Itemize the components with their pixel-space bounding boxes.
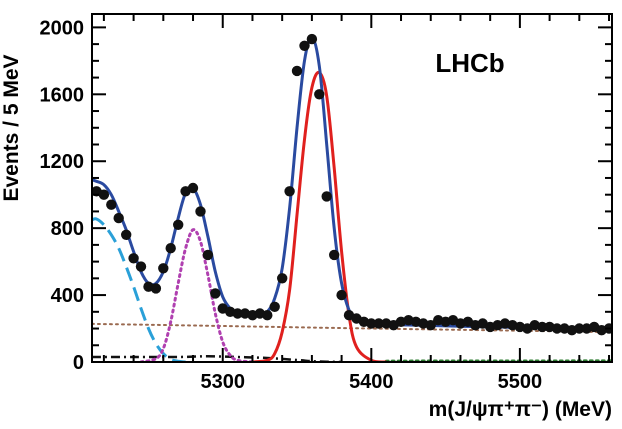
data-point <box>336 289 347 301</box>
data-point <box>158 263 169 274</box>
data-point <box>425 320 436 331</box>
data-point <box>210 288 221 299</box>
data-point <box>232 308 243 319</box>
series-combinatorial <box>92 322 612 334</box>
data-point <box>165 243 176 254</box>
data-point <box>187 182 199 194</box>
data-point <box>150 283 162 294</box>
data-point <box>98 189 110 200</box>
data-point <box>306 33 318 45</box>
data-point <box>551 323 563 334</box>
data-point <box>262 310 273 321</box>
axis-ticks: 5300 5400 5500 0 400 800 1200 1600 2000 <box>40 14 612 393</box>
data-point <box>299 40 310 51</box>
data-point <box>291 65 303 77</box>
data-point <box>537 321 548 333</box>
data-points <box>92 33 612 336</box>
data-point <box>135 261 147 272</box>
data-point <box>284 186 295 197</box>
y-tick-label: 1600 <box>40 84 85 106</box>
y-tick-label: 1200 <box>40 151 85 173</box>
y-tick-label: 0 <box>73 352 84 374</box>
x-tick-label: 5500 <box>498 371 543 393</box>
data-point <box>321 191 332 202</box>
data-point <box>366 318 377 329</box>
data-point <box>373 318 384 329</box>
x-tick-label: 5300 <box>200 371 245 393</box>
series-total-fit <box>92 35 610 331</box>
data-point <box>314 89 325 100</box>
experiment-label: LHCb <box>435 48 504 78</box>
data-point <box>202 249 214 261</box>
data-point <box>277 273 288 284</box>
data-point <box>574 323 585 334</box>
y-tick-label: 400 <box>51 285 84 307</box>
data-point <box>329 249 340 261</box>
y-tick-label: 800 <box>51 218 84 240</box>
y-tick-label: 2000 <box>40 17 85 39</box>
data-point <box>195 206 206 217</box>
x-tick-label: 5400 <box>349 371 394 393</box>
series-b0-signal <box>139 228 254 362</box>
plot-frame <box>91 13 613 363</box>
y-axis-label: Events / 5 MeV <box>0 54 23 201</box>
data-point <box>173 219 184 230</box>
series-partially-reconstructed <box>92 217 186 362</box>
data-point <box>121 229 132 240</box>
x-axis-label: m(J/ψπ⁺π⁻) (MeV) <box>429 398 612 421</box>
data-point <box>128 253 139 264</box>
data-point <box>113 212 124 224</box>
series-bs-signal <box>252 70 387 362</box>
data-point <box>106 199 117 210</box>
data-point <box>269 301 280 312</box>
